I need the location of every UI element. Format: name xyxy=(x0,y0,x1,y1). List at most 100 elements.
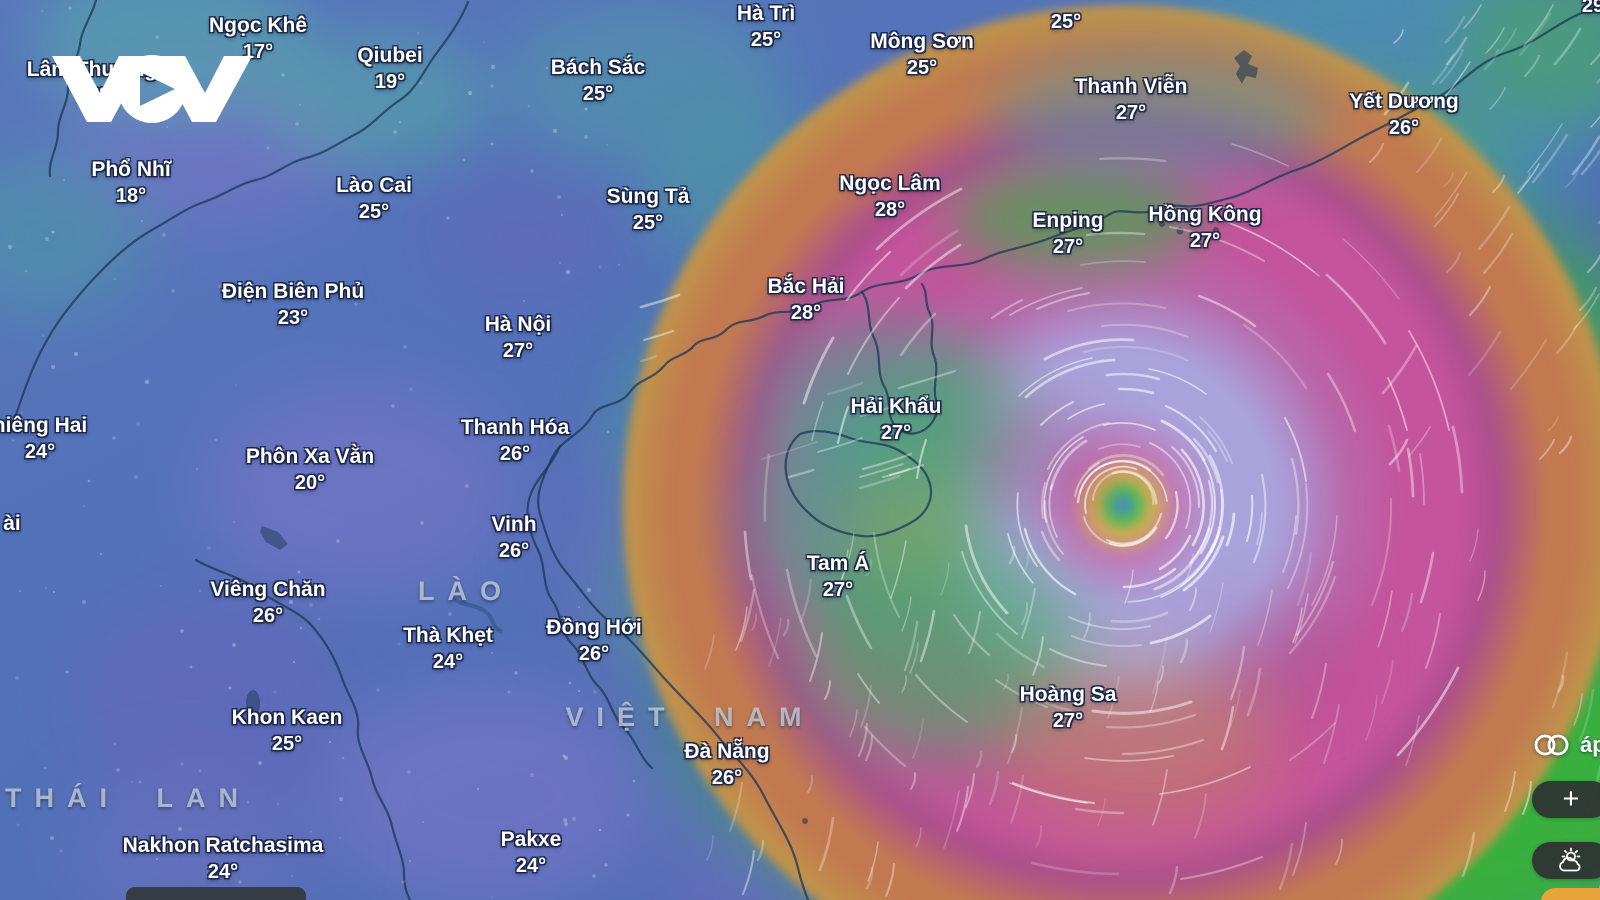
city-name: Nakhon Ratchasima xyxy=(122,834,324,857)
country-label: THÁI LAN xyxy=(5,783,251,813)
city-temp: 25° xyxy=(1050,11,1082,33)
city-name: Qiubei xyxy=(357,44,423,67)
city-name: Bách Sắc xyxy=(550,56,646,79)
city-name: Hoàng Sa xyxy=(1019,683,1117,706)
city-name: Pakxe xyxy=(500,828,562,851)
vov-logo-icon xyxy=(52,55,252,123)
city-label: 25° xyxy=(1051,9,1081,36)
city-temp: 24° xyxy=(24,441,56,463)
city-temp: 25° xyxy=(582,83,614,105)
city-label: Thà Khẹt 24° xyxy=(403,623,493,676)
city-label: Hồng Kông 27° xyxy=(1148,202,1261,255)
city-label: Tam Á 27° xyxy=(807,551,870,604)
city-label: hiêng Hai 24° xyxy=(0,413,87,466)
city-name: Đà Nẵng xyxy=(684,740,770,763)
city-temp: 26° xyxy=(711,767,743,789)
city-label: ài xyxy=(3,511,21,537)
city-label: Điện Biên Phủ 23° xyxy=(222,279,364,332)
city-label: Phổ Nhĩ 18° xyxy=(91,157,170,210)
city-temp: 28° xyxy=(790,302,822,324)
city-temp: 27° xyxy=(1052,236,1084,258)
city-temp: 26° xyxy=(1388,117,1420,139)
bottom-right-partial-button[interactable] xyxy=(1541,888,1600,900)
city-label: Hải Khẩu 27° xyxy=(850,394,941,447)
city-name: Ngọc Khê xyxy=(208,14,308,37)
city-name: ài xyxy=(3,512,21,535)
city-name: Vinh xyxy=(491,513,537,536)
city-name: Ngọc Lâm xyxy=(839,172,941,195)
city-name: Hải Khẩu xyxy=(850,395,942,418)
city-label: Phôn Xa Vằn 20° xyxy=(246,444,374,497)
city-temp: 26° xyxy=(499,443,531,465)
city-label: Khon Kaen 25° xyxy=(232,705,343,758)
city-temp: 27° xyxy=(880,422,912,444)
city-temp: 24° xyxy=(207,861,239,883)
city-label: Pakxe 24° xyxy=(501,827,562,880)
city-label: Đồng Hới 26° xyxy=(546,615,641,668)
city-temp: 25° xyxy=(632,212,664,234)
city-temp: 18° xyxy=(115,185,147,207)
vov-logo: VOV xyxy=(50,44,254,133)
city-temp: 26° xyxy=(252,605,284,627)
city-label: Qiubei 19° xyxy=(357,43,422,96)
city-name: Thanh Hóa xyxy=(460,416,570,439)
city-temp: 26° xyxy=(498,540,530,562)
city-name: Hà Nội xyxy=(484,313,552,336)
zoom-in-label: + xyxy=(1562,783,1580,815)
city-label: Nakhon Ratchasima 24° xyxy=(123,833,324,886)
city-name: Bắc Hải xyxy=(767,275,845,298)
city-temp: 25° xyxy=(750,29,782,51)
city-name: Thanh Viễn xyxy=(1074,75,1188,98)
city-name: Đồng Hới xyxy=(546,616,642,639)
city-temp: 29° xyxy=(1581,0,1600,17)
city-name: Mông Sơn xyxy=(870,30,974,53)
city-name: Lào Cai xyxy=(336,174,412,197)
sun-cloud-icon xyxy=(1559,847,1581,871)
city-name: Viêng Chăn xyxy=(210,578,326,601)
city-label: Thanh Hóa 26° xyxy=(461,415,570,468)
weather-layer-button[interactable] xyxy=(1532,842,1600,879)
city-temp: 25° xyxy=(906,57,938,79)
country-label: VIỆT NAM xyxy=(565,702,815,732)
city-name: Tam Á xyxy=(806,552,870,575)
city-name: Hà Trì xyxy=(736,2,796,25)
city-label: Viêng Chăn 26° xyxy=(210,577,325,630)
city-label: Hoàng Sa 27° xyxy=(1020,682,1117,735)
city-temp: 27° xyxy=(502,340,534,362)
overlay-toggle-label: áp xyxy=(1580,732,1600,757)
city-label: Sùng Tả 25° xyxy=(607,184,690,237)
city-temp: 24° xyxy=(432,651,464,673)
city-temp: 19° xyxy=(374,71,406,93)
city-temp: 28° xyxy=(874,199,906,221)
city-temp: 26° xyxy=(578,643,610,665)
city-name: Phổ Nhĩ xyxy=(91,158,171,181)
city-label: Vinh 26° xyxy=(491,512,536,565)
country-label: LÀO xyxy=(418,576,514,606)
city-name: Sùng Tả xyxy=(606,185,690,208)
city-name: Khon Kaen xyxy=(231,706,343,729)
city-name: Điện Biên Phủ xyxy=(221,280,365,303)
city-temp: 20° xyxy=(294,472,326,494)
city-name: Yết Dương xyxy=(1349,90,1459,113)
city-label: Bách Sắc 25° xyxy=(551,55,646,108)
city-name: Thà Khẹt xyxy=(403,624,493,647)
city-label: Lào Cai 25° xyxy=(336,173,412,226)
city-temp: 24° xyxy=(515,855,547,877)
pressure-overlay-toggle[interactable]: áp xyxy=(1533,731,1600,759)
city-temp: 27° xyxy=(1189,230,1221,252)
city-label: Thanh Viễn 27° xyxy=(1075,74,1188,127)
city-temp: 25° xyxy=(358,201,390,223)
city-temp: 27° xyxy=(822,579,854,601)
timeline-bar[interactable] xyxy=(126,887,306,900)
city-temp: 25° xyxy=(271,733,303,755)
zoom-in-button[interactable]: + xyxy=(1532,781,1600,818)
city-name: Hồng Kông xyxy=(1148,203,1262,226)
city-label: Ngọc Lâm 28° xyxy=(839,171,941,224)
city-label: Enping 27° xyxy=(1032,208,1103,261)
city-temp: 23° xyxy=(277,307,309,329)
